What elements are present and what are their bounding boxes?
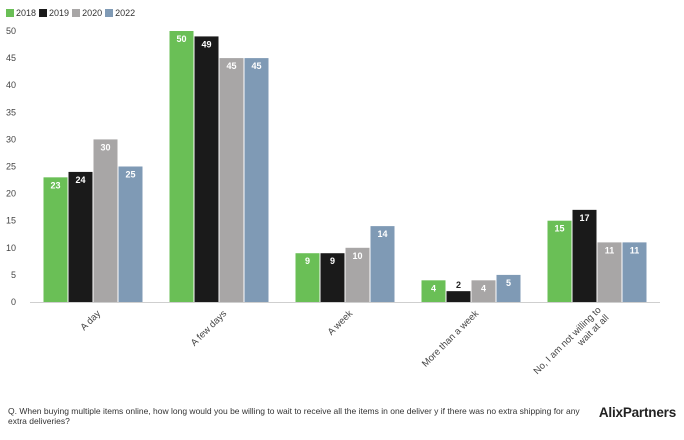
data-label: 45: [251, 61, 261, 71]
legend-swatch: [39, 9, 48, 17]
bar: [421, 280, 446, 302]
bar: [219, 58, 244, 302]
legend-item-2019: 2019: [39, 8, 69, 18]
x-tick-label-line: A day: [79, 308, 104, 333]
data-label: 15: [554, 224, 564, 234]
bar: [93, 139, 118, 302]
data-label: 9: [330, 256, 335, 266]
bar: [572, 209, 597, 302]
data-label: 11: [630, 245, 640, 255]
x-tick-label-line: A few days: [189, 308, 229, 348]
y-tick-label: 30: [6, 134, 16, 144]
survey-question: Q. When buying multiple items online, ho…: [8, 406, 580, 426]
bar: [194, 36, 219, 303]
bar: [496, 274, 521, 302]
data-label: 49: [201, 39, 211, 49]
bar: [295, 253, 320, 302]
bar: [320, 253, 345, 302]
y-tick-label: 45: [6, 53, 16, 63]
legend-item-2022: 2022: [105, 8, 135, 18]
legend-swatch: [105, 9, 114, 17]
data-label: 4: [481, 283, 486, 293]
x-tick-label-line: No, I am not willing to: [532, 305, 604, 377]
data-label: 45: [226, 61, 236, 71]
x-tick-label: A few days: [189, 308, 229, 348]
data-label: 50: [176, 34, 186, 44]
y-tick-label: 50: [6, 26, 16, 36]
legend-item-2018: 2018: [6, 8, 36, 18]
y-tick-label: 25: [6, 162, 16, 172]
data-label: 9: [305, 256, 310, 266]
y-tick-label: 15: [6, 216, 16, 226]
data-label: 17: [579, 213, 589, 223]
legend-label: 2022: [115, 8, 136, 18]
bar: [345, 247, 370, 302]
y-tick-label: 10: [6, 243, 16, 253]
bar: [68, 171, 93, 302]
chart-legend: 2018 2019 2020 2022: [6, 6, 138, 20]
legend-swatch: [72, 9, 81, 17]
x-tick-label: No, I am not willing towait at all: [532, 305, 612, 385]
x-tick-label-line: A week: [326, 308, 356, 338]
bar: [471, 280, 496, 302]
data-label: 11: [605, 245, 615, 255]
bar: [169, 31, 194, 302]
y-tick-label: 40: [6, 80, 16, 90]
data-label: 5: [506, 278, 511, 288]
data-label: 23: [50, 180, 60, 190]
data-label: 25: [125, 170, 135, 180]
data-label: 10: [352, 251, 362, 261]
data-label: 4: [431, 283, 436, 293]
bar: [622, 242, 647, 302]
data-label: 14: [377, 229, 387, 239]
y-tick-label: 20: [6, 189, 16, 199]
legend-swatch: [6, 9, 14, 17]
data-label: 2: [456, 280, 461, 290]
x-tick-label: More than a week: [420, 308, 481, 369]
legend-label: 2020: [82, 8, 103, 18]
bar: [370, 226, 395, 302]
legend-label: 2019: [49, 8, 70, 18]
y-tick-label: 0: [11, 297, 16, 307]
x-tick-label-line: More than a week: [420, 308, 481, 369]
data-label: 30: [100, 142, 110, 152]
y-tick-label: 5: [11, 270, 16, 280]
bar: [446, 291, 471, 302]
data-label: 24: [75, 175, 85, 185]
bar: [43, 177, 68, 302]
bar: [597, 242, 622, 302]
y-tick-label: 35: [6, 107, 16, 117]
bar: [118, 166, 143, 302]
legend-label: 2018: [16, 8, 37, 18]
x-tick-label: A day: [79, 308, 104, 333]
x-tick-label: A week: [326, 308, 356, 338]
bar: [547, 220, 572, 302]
bar: [244, 58, 269, 302]
legend-item-2020: 2020: [72, 8, 102, 18]
alixpartners-logo: AlixPartners: [598, 405, 676, 420]
